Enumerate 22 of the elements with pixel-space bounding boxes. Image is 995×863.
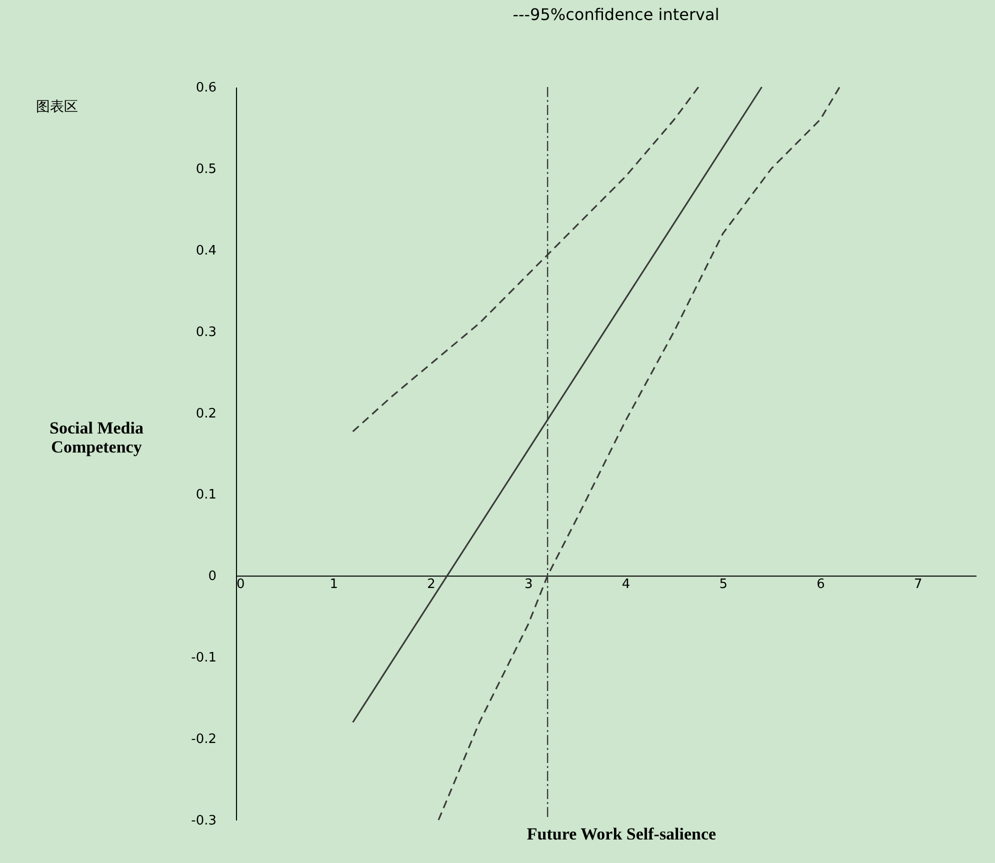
y-tick-label: 0.6 <box>196 80 216 96</box>
y-tick-label: -0.2 <box>191 732 216 748</box>
x-tick-label: 4 <box>622 577 630 592</box>
x-tick-label: 1 <box>330 577 338 592</box>
y-tick-label: 0.5 <box>196 162 216 177</box>
y-tick-label: 0.3 <box>196 324 216 340</box>
y-tick-label: -0.3 <box>191 814 216 828</box>
x-tick-label: 3 <box>524 577 533 592</box>
x-tick-label: 2 <box>427 577 436 592</box>
x-tick-label: 6 <box>816 577 825 592</box>
x-tick-label: 0 <box>236 577 245 592</box>
y-tick-label: 0.4 <box>196 243 216 258</box>
line-series <box>438 86 840 821</box>
y-axis-title: Social Media Competency <box>50 418 144 457</box>
x-tick-label: 7 <box>914 577 922 592</box>
chart-title: ---95%confidence interval <box>512 5 720 24</box>
y-tick-label: 0.1 <box>196 488 216 503</box>
text: 图表区 <box>36 99 78 115</box>
x-tick-label: 5 <box>719 577 728 592</box>
y-tick-label: 0.2 <box>196 406 216 422</box>
x-axis-title: Future Work Self-salience <box>526 824 717 844</box>
y-tick-label: -0.1 <box>191 650 216 666</box>
